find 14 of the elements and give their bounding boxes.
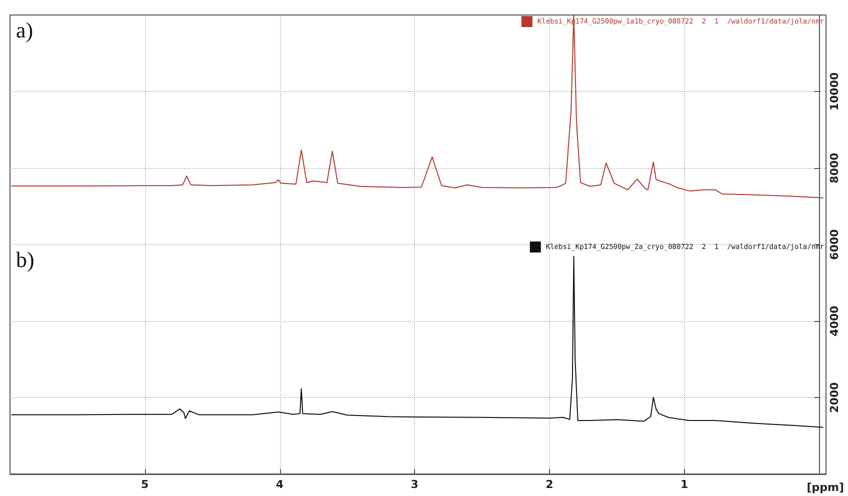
y-tick-label: 6000 (828, 228, 841, 260)
x-tick-label: 1 (680, 478, 688, 491)
line-series (10, 14, 824, 198)
x-tick-label: 5 (141, 478, 149, 491)
x-tick-label: 4 (276, 478, 284, 491)
y-tick-label: 8000 (828, 152, 841, 184)
x-tick-label: 2 (546, 478, 554, 491)
annotation: a) (16, 18, 34, 42)
y-tick-label: 2000 (828, 382, 841, 413)
x-tick-label: 3 (410, 478, 418, 491)
y-tick-label: 4000 (828, 305, 841, 336)
annotation: b) (16, 247, 34, 272)
x-axis-title: [ppm] (806, 481, 844, 494)
y-tick-label: 10000 (828, 72, 841, 111)
